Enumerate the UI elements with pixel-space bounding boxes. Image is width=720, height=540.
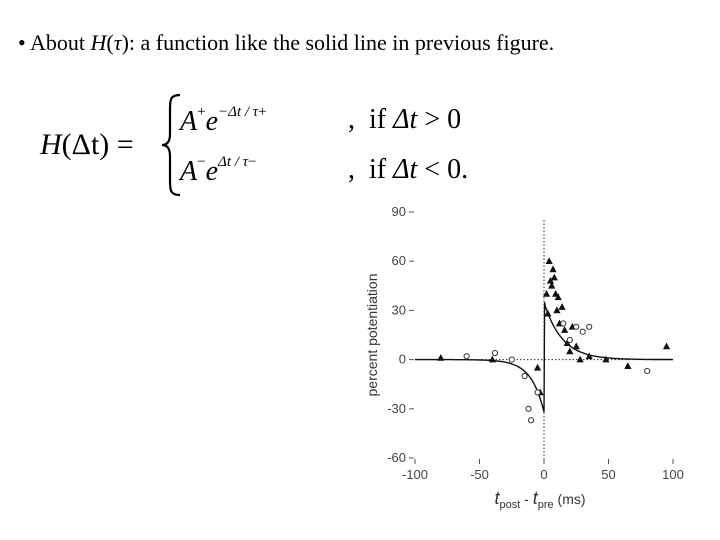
data-point-triangle (488, 355, 496, 363)
data-point-triangle (563, 339, 571, 346)
data-point-triangle (544, 309, 552, 317)
data-point-triangle (624, 362, 632, 369)
data-point-circle (579, 328, 586, 335)
data-point-triangle (662, 342, 671, 350)
data-point-triangle (558, 303, 566, 310)
data-point-triangle (545, 257, 553, 264)
x-axis-label-part: post (499, 499, 520, 511)
data-point-circle (566, 336, 573, 344)
data-point-triangle (546, 276, 555, 284)
data-point-triangle (554, 293, 562, 301)
x-axis-label-part: - (520, 491, 532, 507)
y-tick-label: 30 (392, 302, 406, 317)
x-axis-label: tpost - tpre (ms) (494, 488, 585, 511)
data-point-triangle (572, 342, 580, 350)
data-point-circle (463, 353, 470, 360)
data-point-triangle (566, 347, 574, 355)
formula-lhs: H(Δt) = (40, 128, 134, 161)
data-point-circle (573, 323, 580, 330)
data-point-triangle (437, 353, 445, 361)
x-tick-label: -50 (470, 467, 489, 482)
x-tick-label: 0 (540, 467, 547, 482)
data-point-circle (525, 405, 532, 412)
formula-case-positive: A+e−Δt / τ+ , if Δt > 0 (180, 104, 462, 137)
y-tick-label: 0 (399, 352, 406, 367)
data-point-triangle (602, 355, 610, 363)
data-point-triangle (548, 281, 556, 289)
bullet-text: • About H(τ): a function like the solid … (18, 30, 555, 55)
x-axis-label-part: pre (538, 499, 554, 511)
data-point-triangle (549, 265, 557, 273)
data-point-triangle (585, 352, 593, 360)
formula-case-negative: A−eΔt / τ− , if Δt < 0. (180, 154, 469, 187)
y-tick-label: -30 (387, 401, 406, 416)
data-point-circle (644, 367, 651, 375)
y-tick-label: 60 (392, 253, 406, 268)
x-tick-label: 100 (662, 467, 684, 482)
y-tick-label: -60 (387, 450, 406, 465)
stdp-chart: 90 60 30 0 -30 -60 -100 -50 0 50 100 percent potent… (355, 200, 685, 520)
left-brace (161, 93, 181, 197)
data-point-circle (528, 417, 535, 424)
x-tick-label: 50 (601, 467, 615, 482)
data-point-triangle (542, 290, 551, 297)
data-point-triangle (553, 306, 561, 314)
data-point-triangle (533, 363, 542, 371)
data-point-triangle (561, 326, 569, 333)
x-axis-label-part: t (494, 488, 500, 508)
data-point-triangle (550, 273, 558, 281)
data-point-circle (560, 320, 567, 327)
y-axis-label: percent potentiation (364, 274, 380, 397)
data-point-circle (521, 372, 528, 380)
data-point-circle (491, 349, 499, 357)
x-axis-label-part: t (533, 488, 539, 508)
stdp-formula: H(Δt) = A+e−Δt / τ+ , if Δt > 0 A−eΔt / … (40, 92, 469, 202)
data-point-circle (586, 323, 593, 330)
x-axis-label-part: (ms) (554, 491, 586, 507)
fit-curve (415, 302, 673, 413)
chart-svg: 90 60 30 0 -30 -60 -100 -50 0 50 100 percent potent… (364, 204, 684, 511)
data-point-triangle (576, 355, 584, 363)
x-tick-label: -100 (402, 467, 428, 482)
y-tick-label: 90 (392, 204, 406, 219)
bullet-marker: • (18, 30, 26, 55)
data-point-circle (534, 389, 541, 396)
data-point-circle (508, 356, 515, 363)
